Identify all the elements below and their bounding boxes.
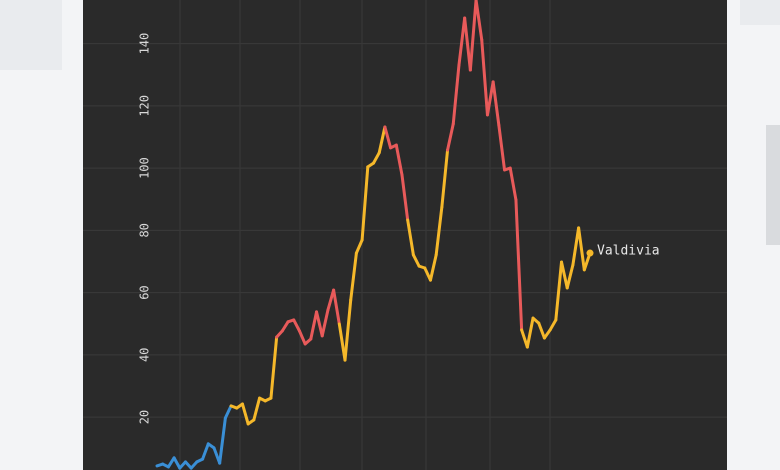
line-segment <box>166 456 176 469</box>
line-segment <box>360 165 370 242</box>
line-segment <box>218 416 227 465</box>
y-tick-label: 60 <box>138 285 152 299</box>
line-segment <box>560 260 569 290</box>
line-segment <box>320 308 330 338</box>
line-segment <box>525 316 535 349</box>
line-segment <box>343 298 353 362</box>
line-segment <box>548 318 558 332</box>
side-panel <box>766 125 780 245</box>
side-panel <box>740 0 780 25</box>
line-segment <box>280 320 290 333</box>
y-tick-label: 120 <box>138 95 152 117</box>
vertical-grid <box>179 0 551 470</box>
line-segment <box>577 226 586 272</box>
line-segment <box>554 260 564 322</box>
line-segment <box>223 404 233 420</box>
y-tick-label: 40 <box>138 348 152 362</box>
line-segment <box>292 318 301 333</box>
line-segment <box>269 335 279 400</box>
line-segment <box>252 396 262 422</box>
line-segment <box>411 253 421 268</box>
line-segment <box>480 38 489 117</box>
line-segment <box>474 0 484 42</box>
plot: 20 40 60 80 100 120 140 Valdivia <box>83 0 727 470</box>
line-segment <box>400 173 410 222</box>
line-segment <box>440 148 450 209</box>
line-segment <box>542 328 552 340</box>
line-segment <box>297 329 307 346</box>
line-segment <box>406 218 415 257</box>
line-segment <box>446 122 455 152</box>
line-segment <box>428 253 438 282</box>
line-segment <box>485 80 495 117</box>
end-point <box>586 249 594 257</box>
line-segment <box>383 125 393 150</box>
line-segment <box>463 16 472 72</box>
series-label: Valdivia <box>597 244 660 259</box>
line-segment <box>337 322 347 362</box>
chart-panel <box>83 0 727 470</box>
line-segment <box>349 251 358 302</box>
side-panel <box>0 0 62 70</box>
y-tick-label: 80 <box>138 223 152 237</box>
line-segment <box>434 205 444 257</box>
line-segment <box>315 310 324 338</box>
line-segment <box>565 263 575 290</box>
line-segment <box>468 0 478 72</box>
line-segment <box>537 321 546 340</box>
line-segment <box>201 442 210 461</box>
line-segment <box>571 226 581 267</box>
line-segment <box>491 80 501 127</box>
line-segment <box>457 16 467 67</box>
line-segment <box>451 63 461 126</box>
line-segment <box>332 288 341 326</box>
y-tick-label: 100 <box>138 157 152 179</box>
line-segment <box>497 123 507 172</box>
line-segment <box>514 198 524 332</box>
line-segment <box>372 151 381 165</box>
line-segment <box>354 238 364 255</box>
y-tick-label: 140 <box>138 33 152 55</box>
line-segment <box>508 166 518 202</box>
line-segment <box>240 402 250 426</box>
y-tick-label: 20 <box>138 410 152 424</box>
line-segment <box>394 143 404 177</box>
line-segment <box>172 456 182 470</box>
line-segment <box>377 125 387 155</box>
line-segment <box>309 310 319 341</box>
